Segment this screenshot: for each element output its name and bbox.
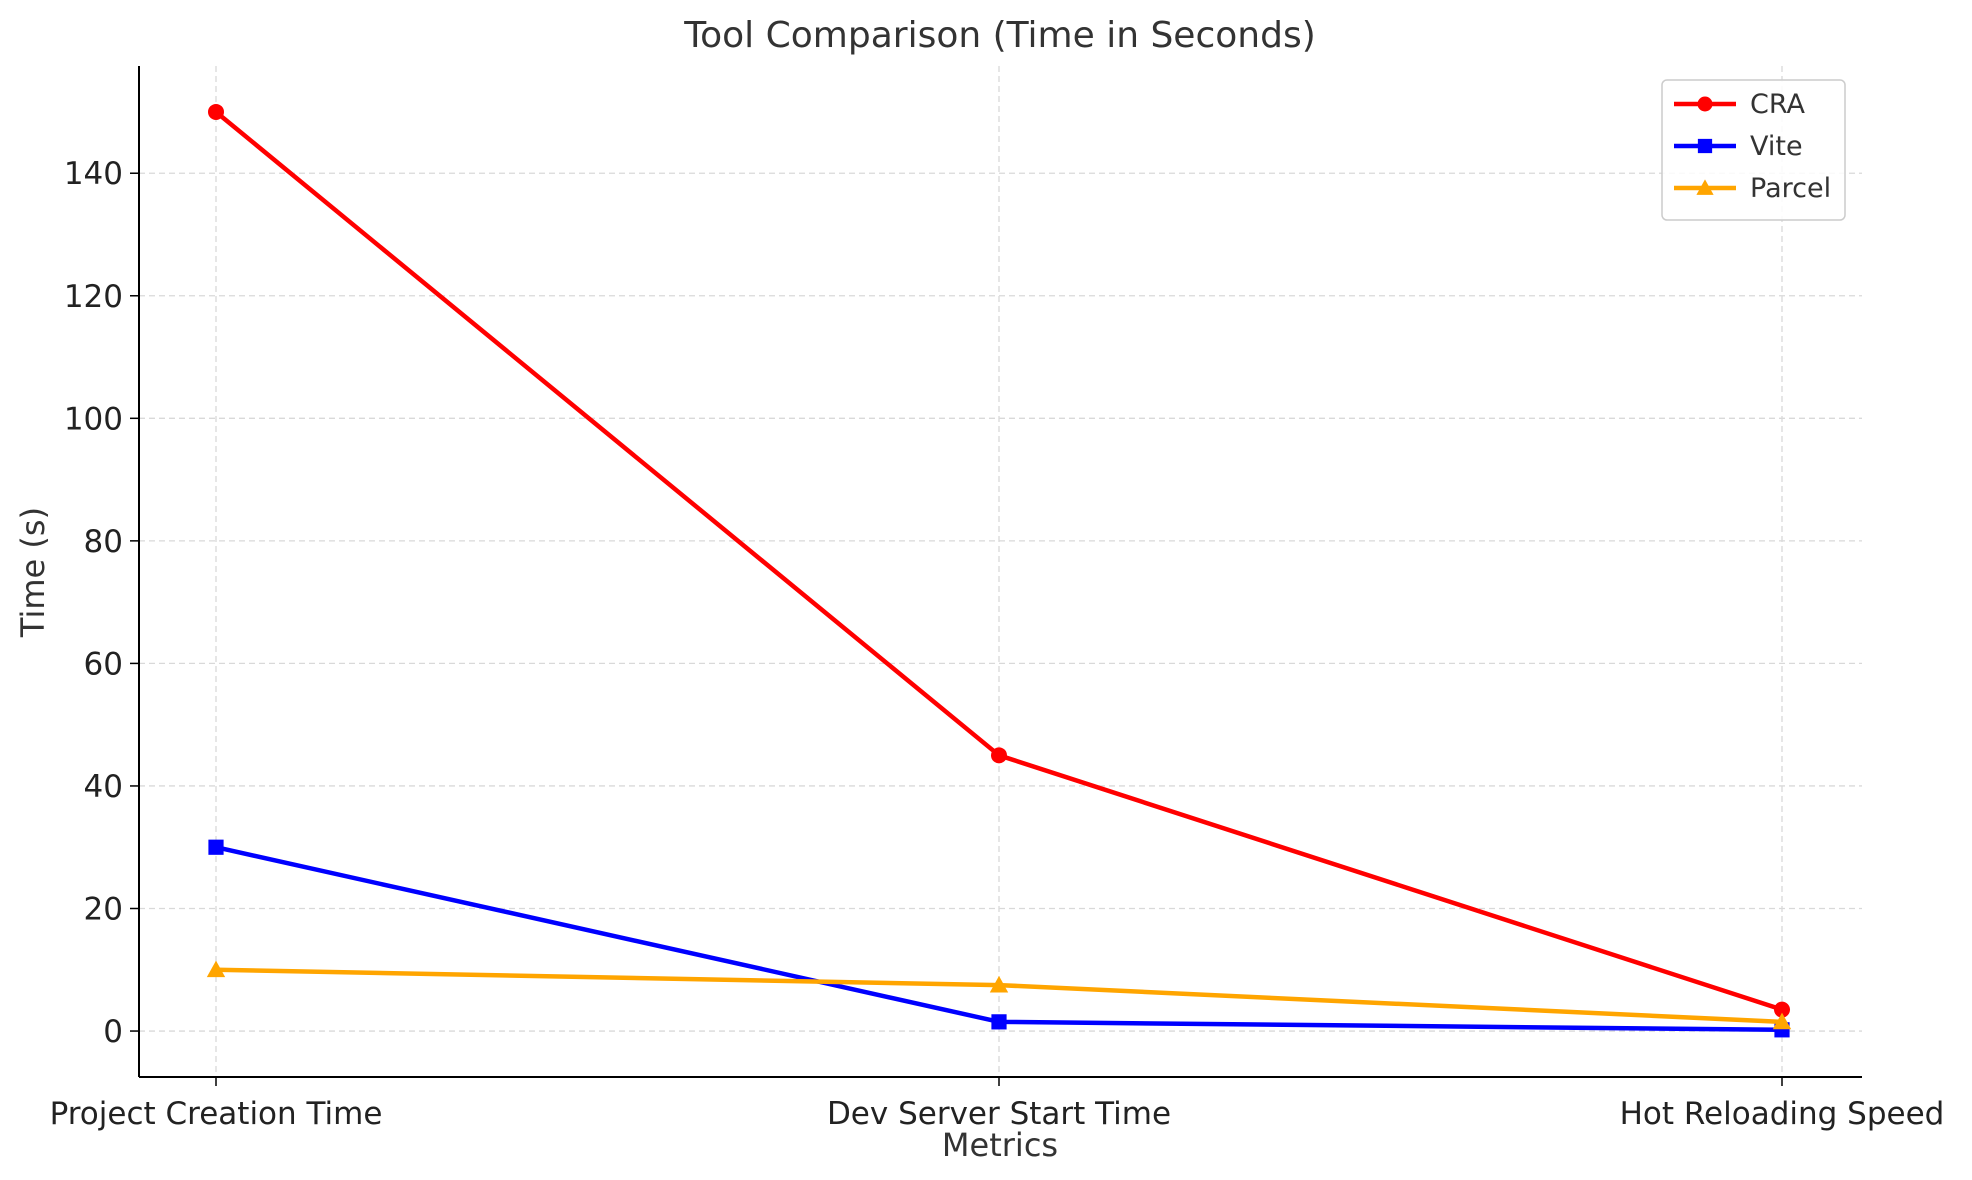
data-point-vite — [208, 839, 224, 855]
y-tick-label: 0 — [103, 1014, 123, 1050]
x-tick-label: Dev Server Start Time — [827, 1096, 1171, 1132]
x-tick-label: Hot Reloading Speed — [1620, 1096, 1945, 1132]
y-tick-label: 80 — [84, 524, 123, 560]
x-tick-label: Project Creation Time — [50, 1096, 383, 1132]
y-tick-label: 120 — [64, 279, 123, 315]
y-axis-title: Time (s) — [14, 507, 52, 638]
y-tick-label: 40 — [84, 769, 123, 805]
legend-label-cra: CRA — [1750, 89, 1806, 120]
y-axis-ticks: 0 20 40 60 80 100 120 140 — [64, 156, 139, 1050]
data-point-vite — [991, 1014, 1007, 1030]
legend-marker-cra — [1697, 96, 1713, 112]
grid-lines — [139, 66, 1862, 1077]
y-tick-label: 20 — [84, 892, 123, 928]
legend-marker-parcel — [1696, 179, 1714, 195]
data-point-cra — [991, 747, 1007, 764]
legend-marker-vite — [1697, 138, 1713, 154]
chart-title: Tool Comparison (Time in Seconds) — [683, 15, 1316, 56]
x-axis-ticks: Project Creation Time Dev Server Start Ti… — [50, 1077, 1945, 1132]
legend: CRA Vite Parcel — [1661, 79, 1846, 221]
series-parcel — [206, 960, 1792, 1030]
data-point-cra — [1774, 1001, 1790, 1018]
y-tick-label: 100 — [64, 401, 123, 437]
series-cra — [208, 103, 1790, 1018]
y-tick-label: 60 — [84, 646, 123, 682]
y-tick-label: 140 — [64, 156, 123, 192]
data-point-parcel — [206, 960, 226, 978]
data-point-parcel — [989, 975, 1009, 993]
legend-label-vite: Vite — [1750, 131, 1803, 162]
legend-label-parcel: Parcel — [1750, 173, 1831, 204]
data-point-parcel — [1772, 1012, 1792, 1030]
data-point-cra — [208, 103, 224, 120]
axes — [138, 66, 1862, 1078]
series-vite — [208, 839, 1790, 1038]
x-axis-title: Metrics — [942, 1126, 1058, 1164]
series-layer — [206, 103, 1792, 1038]
